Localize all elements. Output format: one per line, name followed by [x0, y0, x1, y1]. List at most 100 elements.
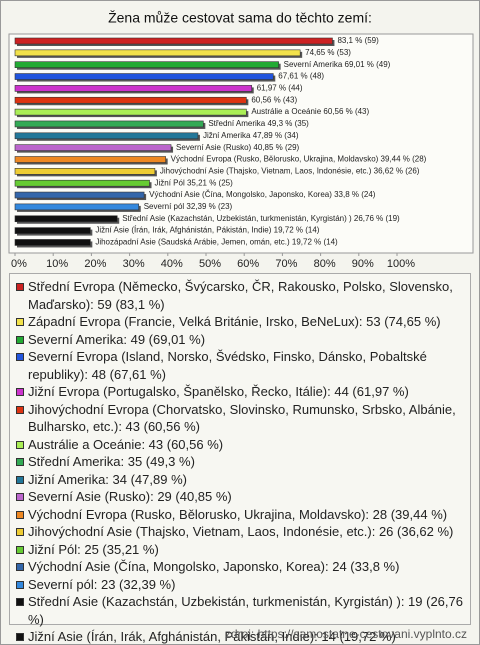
legend-swatch [16, 563, 24, 571]
legend-item: Jihovýchodní Asie (Thajsko, Vietnam, Lao… [16, 523, 464, 541]
x-tick-label: 50% [199, 258, 221, 270]
legend-label: Střední Asie (Kazachstán, Uzbekistán, tu… [28, 594, 463, 627]
bar [14, 132, 199, 140]
legend-label: Severní Evropa (Island, Norsko, Švédsko,… [28, 349, 427, 382]
legend-label: Jihovýchodní Asie (Thajsko, Vietnam, Lao… [28, 524, 454, 539]
data-label: Jižní Amerika 47,89 % (34) [203, 131, 299, 140]
legend-label: Jižní Evropa (Portugalsko, Španělsko, Ře… [28, 384, 409, 399]
data-label: Jižní Asie (Írán, Irák, Afghánistán, Pák… [95, 226, 319, 235]
bar [14, 73, 274, 80]
data-label: Východní Evropa (Rusko, Bělorusko, Ukraj… [171, 155, 427, 164]
legend-swatch [16, 493, 24, 501]
legend-label: Severní pól: 23 (32,39 %) [28, 576, 176, 592]
x-tick-label: 40% [161, 258, 183, 270]
x-tick-label: 60% [237, 258, 259, 270]
legend-label: Severní Asie (Rusko): 29 (40,85 %) [28, 489, 232, 504]
x-tick-label: 80% [314, 258, 336, 270]
legend-swatch [16, 405, 24, 414]
x-tick-label: 30% [123, 258, 145, 270]
legend-swatch [16, 510, 24, 519]
legend-swatch [16, 335, 24, 344]
legend-swatch [16, 318, 24, 326]
data-label: Severní Asie (Rusko) 40,85 % (29) [176, 143, 300, 152]
legend-swatch [16, 528, 24, 536]
legend-item: Jihovýchodní Evropa (Chorvatsko, Slovins… [16, 401, 464, 436]
legend-item: Východní Evropa (Rusko, Bělorusko, Ukraj… [16, 506, 464, 524]
legend-swatch [16, 283, 24, 291]
bar [14, 85, 253, 92]
legend-swatch [16, 633, 24, 641]
bar [14, 61, 279, 69]
data-label: Jihovýchodní Asie (Thajsko, Vietnam, Lao… [160, 166, 420, 175]
x-tick-label: 20% [84, 258, 106, 270]
legend-label: Jižní Asie (Írán, Irák, Afghánistán, Pák… [28, 629, 396, 644]
legend-swatch [16, 353, 24, 361]
legend-label: Austrálie a Oceánie: 43 (60,56 %) [28, 436, 224, 452]
data-label: Severní Amerika 69,01 % (49) [284, 60, 391, 69]
data-label: 74,65 % (53) [305, 48, 351, 57]
bar [14, 191, 145, 199]
legend-swatch [16, 388, 24, 396]
bar [14, 120, 204, 128]
legend-item: Severní Amerika: 49 (69,01 %) [16, 331, 464, 349]
data-label: Střední Amerika 49,3 % (35) [208, 119, 309, 128]
legend-label: Severní Amerika: 49 (69,01 %) [28, 331, 206, 347]
bar [14, 156, 166, 163]
legend-label: Střední Amerika: 35 (49,3 %) [28, 454, 195, 469]
data-label: Východní Asie (Čína, Mongolsko, Japonsko… [149, 190, 376, 199]
legend-item: Střední Amerika: 35 (49,3 %) [16, 453, 464, 471]
chart: Žena může cestovat sama do těchto zemí: … [8, 10, 474, 270]
bar [14, 144, 172, 151]
legend-label: Jihovýchodní Evropa (Chorvatsko, Slovins… [28, 401, 456, 435]
legend-label: Jižní Pól: 25 (35,21 %) [28, 541, 159, 557]
data-label: 60,56 % (43) [251, 95, 297, 104]
legend-item: Austrálie a Oceánie: 43 (60,56 %) [16, 436, 464, 454]
legend-label: Střední Evropa (Německo, Švýcarsko, ČR, … [28, 279, 453, 312]
legend-label: Východní Evropa (Rusko, Bělorusko, Ukraj… [28, 506, 448, 522]
legend-label: Jižní Amerika: 34 (47,89 %) [28, 471, 187, 487]
x-tick-label: 90% [352, 258, 374, 270]
legend-item: Východní Asie (Čína, Mongolsko, Japonsko… [16, 558, 464, 576]
legend-swatch [16, 475, 24, 484]
data-label: Austrálie a Oceánie 60,56 % (43) [251, 107, 369, 116]
data-label: Střední Asie (Kazachstán, Uzbekistán, tu… [122, 214, 400, 223]
legend-label: Východní Asie (Čína, Mongolsko, Japonsko… [28, 559, 400, 574]
data-label: Jihozápadní Asie (Saudská Arábie, Jemen,… [95, 238, 338, 247]
data-label: Jižní Pól 35,21 % (25) [155, 178, 234, 187]
legend-swatch [16, 598, 24, 606]
legend-item: Střední Evropa (Německo, Švýcarsko, ČR, … [16, 278, 464, 313]
legend-item: Střední Asie (Kazachstán, Uzbekistán, tu… [16, 593, 464, 628]
bar [14, 168, 156, 175]
bar [14, 203, 140, 211]
legend: Střední Evropa (Německo, Švýcarsko, ČR, … [9, 273, 471, 644]
bar [14, 227, 91, 234]
bar [14, 108, 247, 116]
legend-item: Západní Evropa (Francie, Velká Británie,… [16, 313, 464, 331]
legend-item: Jižní Evropa (Portugalsko, Španělsko, Ře… [16, 383, 464, 401]
data-label: 61,97 % (44) [257, 84, 303, 93]
data-label: 67,61 % (48) [278, 72, 324, 81]
bar [14, 239, 91, 246]
x-tick-label: 100% [387, 258, 415, 270]
data-label: 83,1 % (59) [337, 36, 379, 45]
legend-item: Severní pól: 23 (32,39 %) [16, 576, 464, 594]
bar [14, 96, 247, 104]
x-tick-label: 70% [275, 258, 297, 270]
chart-title: Žena může cestovat sama do těchto zemí: [108, 10, 372, 26]
legend-item: Jižní Asie (Írán, Irák, Afghánistán, Pák… [16, 628, 464, 644]
legend-label: Západní Evropa (Francie, Velká Británie,… [28, 314, 441, 329]
data-label: Severní pól 32,39 % (23) [144, 202, 233, 211]
legend-swatch [16, 440, 24, 449]
legend-swatch [16, 580, 24, 589]
bar [14, 49, 301, 57]
legend-item: Jižní Pól: 25 (35,21 %) [16, 541, 464, 559]
source: zdroj: https://samostatne-cestovani.vypl… [224, 627, 467, 641]
x-tick-label: 0% [11, 258, 27, 270]
legend-item: Severní Evropa (Island, Norsko, Švédsko,… [16, 348, 464, 383]
legend-item: Severní Asie (Rusko): 29 (40,85 %) [16, 488, 464, 506]
bar [14, 215, 118, 223]
bar [14, 179, 150, 187]
legend-swatch [16, 458, 24, 466]
legend-swatch [16, 545, 24, 554]
